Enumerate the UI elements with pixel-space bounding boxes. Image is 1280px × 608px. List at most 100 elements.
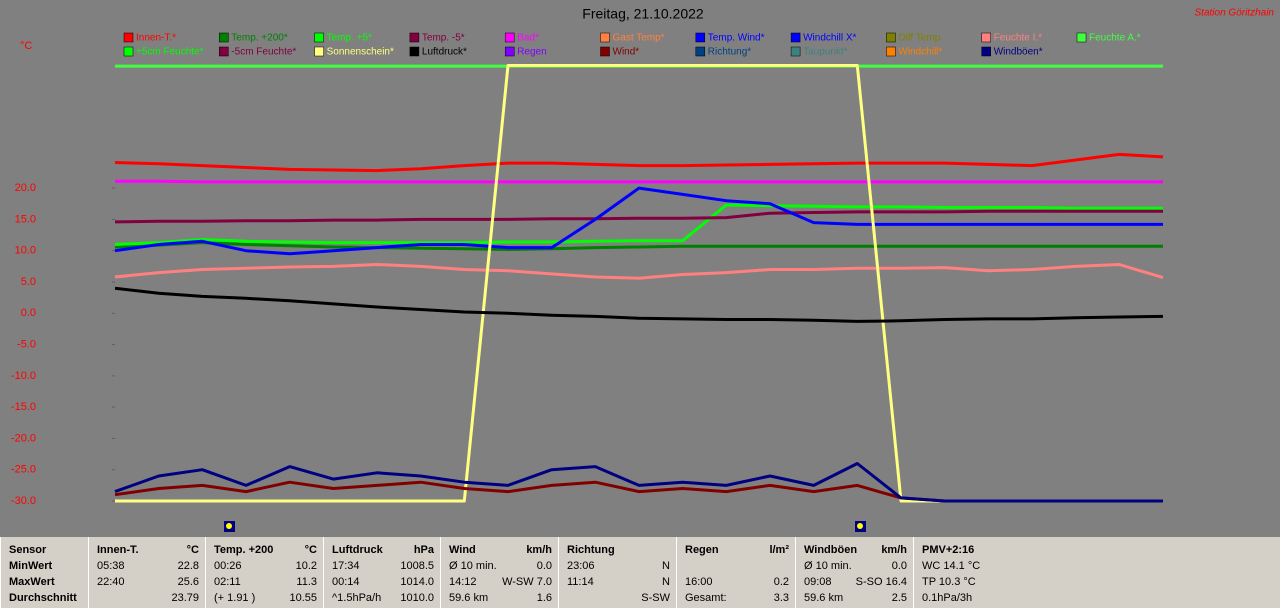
legend-label: -5cm Feuchte*: [231, 47, 296, 58]
y-tick-label: 15.0: [15, 213, 36, 225]
legend-label: Windchill*: [898, 47, 942, 58]
legend-swatch: [600, 32, 610, 43]
table-row: 59.6 km 2.5: [804, 590, 907, 606]
legend-swatch: [123, 46, 134, 57]
table-header: Richtung: [567, 542, 670, 558]
table-cell: Gesamt:: [685, 592, 727, 604]
table-cell: 11.3: [296, 576, 317, 588]
table-cell: 17:34: [332, 560, 360, 572]
legend-swatch: [314, 46, 324, 57]
legend-swatch: [219, 32, 229, 43]
legend-swatch: [886, 32, 896, 43]
table-cell: 59.6 km: [449, 592, 489, 604]
table-row: MinWert: [9, 558, 82, 574]
column-title: Richtung: [567, 544, 615, 556]
table-cell: 0.0: [536, 560, 552, 572]
table-cell: 22.8: [177, 560, 199, 572]
table-cell: 59.6 km: [804, 592, 844, 604]
table-cell: 0.1hPa/3h: [922, 592, 973, 604]
column-title: Innen-T.: [97, 544, 139, 556]
y-tick-label: -25.0: [11, 464, 36, 476]
legend-label: Richtung*: [708, 47, 751, 58]
legend-label: Temp. Wind*: [708, 33, 765, 44]
table-cell: 11:14: [567, 576, 594, 588]
series-line: [114, 286, 1164, 323]
y-tick-label: -20.0: [11, 432, 36, 444]
table-column: PMV+2:16 WC 14.1 °C TP 10.3 °C 0.1hPa/3h: [913, 537, 1280, 608]
legend-label: Taupunkt*: [803, 47, 848, 58]
series-line: [114, 241, 1163, 251]
table-column: Temp. +200 °C 00:26 10.2 02:11 11.3 (+ 1.91 ) 1…: [205, 537, 323, 608]
table-row: 0.1hPa/3h: [922, 590, 1274, 606]
y-tick-label: 5.0: [21, 276, 36, 288]
column-title: Wind: [449, 544, 476, 556]
table-cell: 09:08: [804, 576, 832, 588]
table-cell: N: [662, 560, 670, 572]
table-cell: N: [662, 576, 670, 588]
legend-label: Feuchte A.*: [1089, 33, 1141, 44]
y-tick-label: 20.0: [15, 182, 36, 194]
legend-swatch: [1076, 32, 1087, 43]
table-row: 00:26 10.2: [214, 558, 317, 574]
table-column: Luftdruck hPa 17:34 1008.5 00:14 1014.0 ^1.5hP…: [323, 537, 440, 608]
y-tick-label: 10.0: [15, 245, 36, 257]
legend-label: Bad*: [517, 33, 539, 44]
table-cell: MinWert: [9, 560, 53, 572]
y-tick-label: -30.0: [11, 495, 36, 507]
table-column: Wind km/h Ø 10 min. 0.0 14:12 W-SW 7.0 59.6 km…: [440, 537, 558, 608]
table-cell: S-SO 16.4: [855, 576, 907, 588]
legend-label: Feuchte I.*: [994, 33, 1042, 44]
table-row: Durchschnitt: [9, 590, 82, 606]
legend-swatch: [600, 46, 610, 57]
table-cell: Ø 10 min.: [449, 560, 497, 572]
column-unit: km/h: [881, 544, 907, 556]
table-column: Innen-T. °C 05:38 22.8 22:40 25.6 23.79: [88, 537, 205, 608]
table-header: Temp. +200 °C: [214, 542, 317, 558]
series-line: [114, 186, 1163, 256]
table-row: 00:14 1014.0: [332, 574, 434, 590]
legend-swatch: [504, 32, 515, 43]
table-cell: Ø 10 min.: [804, 560, 852, 572]
y-tick-label: -5.0: [17, 338, 36, 350]
table-cell: 1014.0: [400, 576, 434, 588]
table-cell: 1.6: [536, 592, 552, 604]
table-row: (+ 1.91 ) 10.55: [214, 590, 317, 606]
table-header: Sensor: [9, 542, 82, 558]
y-tick-label: -10.0: [11, 370, 36, 382]
legend-swatch: [409, 32, 420, 43]
legend-swatch: [314, 32, 324, 43]
station-name: Station Göritzhain: [1195, 8, 1275, 19]
table-row: TP 10.3 °C: [922, 574, 1274, 590]
series-line: [114, 209, 1163, 224]
table-column: Regen l/m² 16:00 0.2 Gesamt: 3.3: [676, 537, 795, 608]
series-line: [114, 462, 1163, 503]
table-column: Windböen km/h Ø 10 min. 0.0 09:08 S-SO 16.4 59…: [795, 537, 913, 608]
legend-swatch: [695, 32, 706, 43]
table-header: PMV+2:16: [922, 542, 1274, 558]
table-header: Luftdruck hPa: [332, 542, 434, 558]
column-unit: km/h: [526, 544, 552, 556]
series-line: [114, 203, 1163, 246]
legend-label: Sonnenschein*: [327, 47, 394, 58]
table-cell: 25.6: [177, 576, 199, 588]
table-column: Richtung 23:06 N 11:14 N S-SW: [558, 537, 676, 608]
series-line: [114, 152, 1164, 173]
legend-label: Wind*: [613, 47, 640, 58]
table-cell: 1010.0: [400, 592, 434, 604]
table-row: 14:12 W-SW 7.0: [449, 574, 552, 590]
table-cell: Durchschnitt: [9, 592, 77, 604]
table-cell: (+ 1.91 ): [214, 592, 256, 604]
table-cell: 05:38: [97, 560, 125, 572]
table-row: 22:40 25.6: [97, 574, 199, 590]
legend-label: Gast Temp*: [613, 33, 665, 44]
column-unit: l/m²: [769, 544, 789, 556]
table-row: MaxWert: [9, 574, 82, 590]
column-title: Regen: [685, 544, 719, 556]
legend-swatch: [695, 46, 706, 57]
legend-swatch: [790, 32, 801, 43]
table-cell: S-SW: [641, 592, 670, 604]
table-header: Wind km/h: [449, 542, 552, 558]
chart: Freitag, 21.10.2022 Station Göritzhain °…: [10, 5, 1275, 532]
column-title: Luftdruck: [332, 544, 383, 556]
series-line: [115, 179, 1163, 184]
